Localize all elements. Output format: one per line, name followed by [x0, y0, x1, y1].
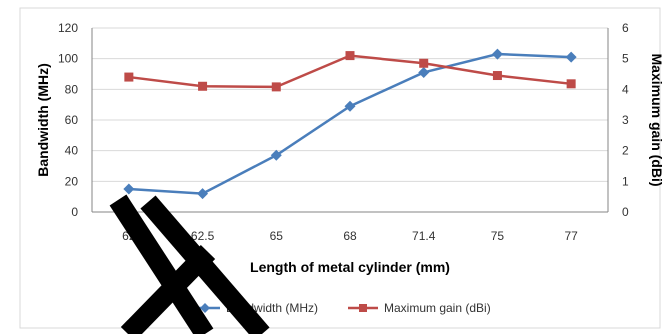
- y-left-tick-label: 60: [65, 113, 79, 127]
- y-left-tick-label: 100: [58, 52, 78, 66]
- chart-frame: [19, 7, 661, 329]
- data-point-gain: [124, 72, 134, 82]
- y-left-tick-label: 20: [65, 174, 79, 188]
- x-axis-title: Length of metal cylinder (mm): [250, 259, 450, 275]
- watermark-overlay: [109, 194, 270, 334]
- y-left-tick-label: 80: [65, 82, 79, 96]
- data-point-bandwidth: [491, 48, 503, 60]
- y-axis-right-title: Maximum gain (dBi): [649, 53, 665, 186]
- x-tick-label: 62.5: [191, 229, 215, 243]
- x-tick-label: 68: [343, 229, 357, 243]
- y-right-tick-label: 6: [622, 21, 629, 35]
- legend-label-gain: Maximum gain (dBi): [384, 301, 491, 315]
- data-point-bandwidth: [270, 149, 282, 161]
- overlay-stroke: [120, 245, 216, 334]
- y-left-tick-label: 40: [65, 144, 79, 158]
- series: [123, 48, 577, 200]
- y-right-tick-label: 5: [622, 52, 629, 66]
- data-point-bandwidth: [123, 183, 135, 195]
- data-point-gain: [492, 71, 502, 81]
- x-tick-label: 77: [564, 229, 578, 243]
- overlay-stroke: [109, 194, 214, 334]
- x-tick-label: 65: [270, 229, 284, 243]
- y-right-tick-label: 0: [622, 205, 629, 219]
- data-point-bandwidth: [418, 66, 430, 78]
- data-point-gain: [271, 82, 281, 92]
- series-line-bandwidth: [128, 52, 572, 195]
- x-tick-label: 75: [491, 229, 505, 243]
- data-point-gain: [566, 79, 576, 89]
- data-point-bandwidth: [565, 51, 577, 63]
- x-tick-label: 71.4: [412, 229, 436, 243]
- data-point-gain: [198, 81, 208, 91]
- data-point-bandwidth: [344, 100, 356, 112]
- y-right-tick-label: 1: [622, 174, 629, 188]
- series-line-gain: [128, 54, 572, 89]
- data-point-gain: [345, 51, 355, 61]
- legend-marker-bandwidth: [200, 303, 210, 313]
- data-point-bandwidth: [197, 188, 209, 200]
- y-right-tick-label: 2: [622, 144, 629, 158]
- legend-marker-gain: [359, 304, 367, 312]
- y-left-tick-label: 120: [58, 21, 78, 35]
- data-point-gain: [419, 58, 429, 68]
- y-right-tick-label: 4: [622, 82, 629, 96]
- y-axis-left-title: Bandwidth (MHz): [35, 63, 51, 177]
- y-left-tick-label: 0: [71, 205, 78, 219]
- y-right-tick-label: 3: [622, 113, 629, 127]
